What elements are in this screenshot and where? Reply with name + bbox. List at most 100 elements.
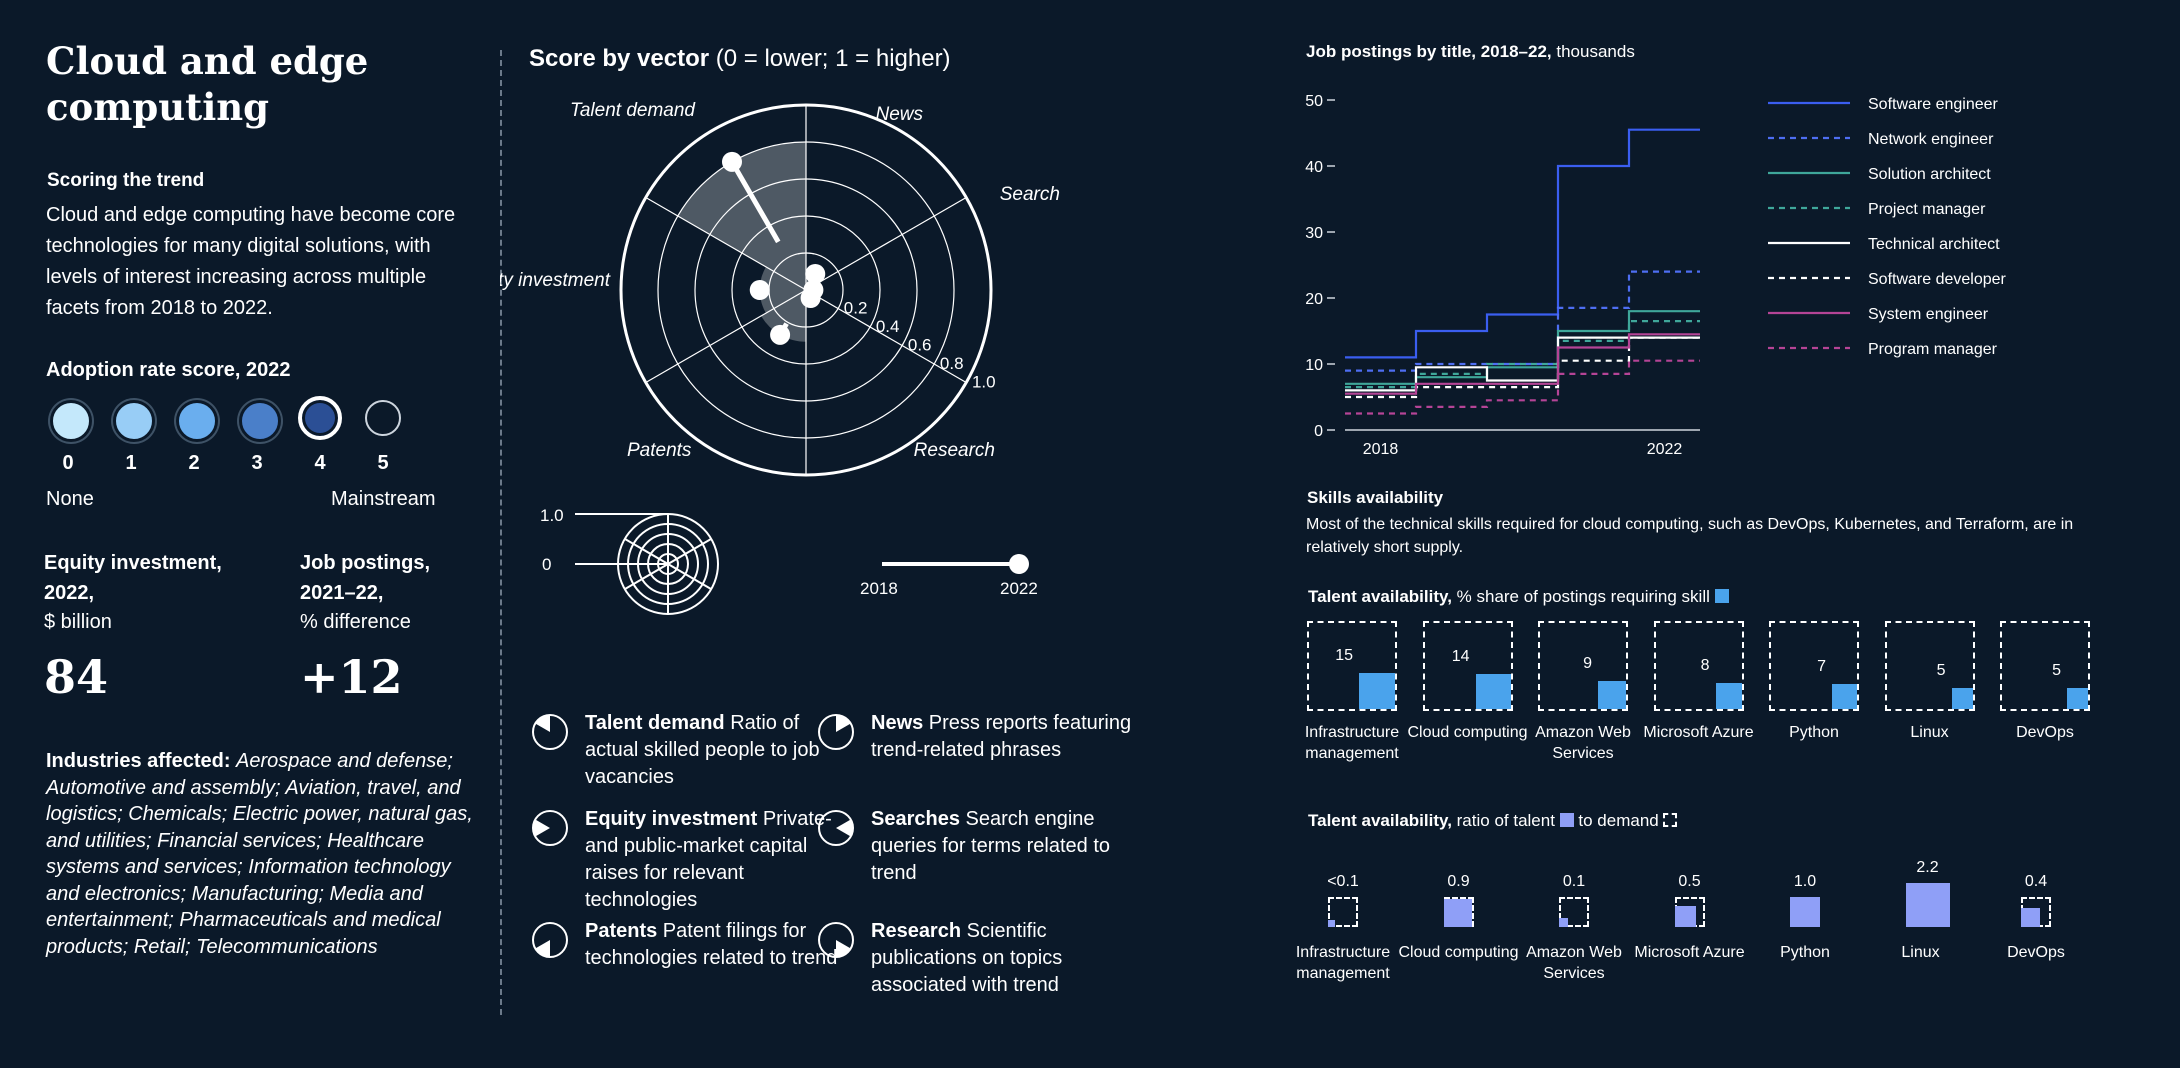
legend-icon-3: [818, 810, 854, 846]
ratio-label-5: Linux: [1901, 944, 1940, 961]
ratio-label-4: Python: [1780, 944, 1830, 961]
jobs-legend-label-5: Software developer: [1868, 271, 2007, 288]
ratio-fill-2: [1559, 918, 1568, 927]
key-time-end: 2022: [1000, 579, 1038, 598]
adoption-max-label: Mainstream: [331, 488, 436, 510]
radar-ring-label-1: 0.2: [844, 299, 868, 318]
adoption-num-0: 0: [62, 452, 74, 474]
adoption-min-label: None: [46, 488, 94, 510]
ratio-demand-box-2: [1559, 897, 1589, 927]
share-label-6: DevOps: [2016, 724, 2074, 741]
legend-icon-4: [532, 922, 568, 958]
radar-sector-0: [677, 142, 806, 290]
job-postings-chart: 0 10 20 30 40 50 2018 2022 Software engineer Netw…: [1305, 93, 2007, 458]
jobs-series-7: [1345, 359, 1700, 415]
ratio-label-6: DevOps: [2007, 944, 2065, 961]
industries-label: Industries affected:: [46, 750, 231, 772]
adoption-num-2: 2: [188, 452, 200, 474]
jobs-legend-label-0: Software engineer: [1868, 96, 1999, 113]
jobs-legend-label-6: System engineer: [1868, 306, 1989, 323]
equity-value: 84: [44, 650, 109, 704]
jobs-legend-label-2: Solution architect: [1868, 166, 1991, 183]
share-box-1: [1422, 621, 1513, 711]
ratio-fill-4: [1790, 897, 1820, 927]
adoption-dot-5: [365, 400, 401, 436]
adoption-dot-1: [113, 400, 155, 442]
ratio-title: Talent availability, ratio of talent to …: [1308, 811, 1678, 831]
share-value-0: 15: [1335, 647, 1353, 664]
adoption-num-4: 4: [314, 452, 326, 474]
legend-text-3: Searches Search engine queries for terms…: [871, 808, 1110, 884]
share-box-0: [1307, 621, 1397, 711]
share-fill-6: [2067, 688, 2088, 709]
jobs-legend-label-3: Project manager: [1868, 201, 1986, 218]
jobs-heading: Job postings, 2021–22,: [300, 552, 430, 604]
ratio-label-3: Microsoft Azure: [1634, 944, 1745, 961]
ratio-fill-5: [1905, 883, 1950, 927]
ratio-label-2: Amazon Web Services: [1526, 944, 1622, 982]
jobs-series-0: [1345, 128, 1700, 359]
ratio-value-1: 0.9: [1447, 873, 1470, 890]
adoption-num-5: 5: [377, 452, 389, 474]
legend-icon-1: [818, 714, 854, 750]
share-value-1: 14: [1451, 648, 1470, 665]
share-fill-0: [1359, 673, 1395, 709]
industries-affected: Industries affected: Aerospace and defen…: [46, 748, 476, 960]
adoption-scale: 0 1 2 3 4 5: [50, 396, 450, 480]
page-title: Cloud and edge computing: [46, 39, 369, 129]
jobs-y-label-4: 40: [1305, 159, 1323, 176]
scoring-heading: Scoring the trend: [47, 170, 205, 191]
radar-axis-label-0: Talent demand: [570, 100, 696, 121]
adoption-num-3: 3: [251, 452, 263, 474]
radar-axis-label-5: Equity investment: [500, 270, 611, 291]
share-legend-swatch: [1714, 589, 1729, 603]
legend-icon-0: [532, 714, 568, 750]
jobs-legend-label-7: Program manager: [1868, 341, 1998, 358]
legend-text-2: Equity investment Private- and public-ma…: [585, 808, 832, 911]
radar-spoke-1: [805, 196, 967, 291]
share-box-6: [2000, 621, 2090, 711]
radar-title: Score by vector (0 = lower; 1 = higher): [529, 45, 951, 72]
key-time-start: 2018: [860, 579, 898, 598]
legend-icon-5: [818, 922, 854, 958]
share-fill-5: [1951, 688, 1973, 709]
share-label-5: Linux: [1910, 724, 1949, 741]
radar-axis-label-2: Searches: [1000, 184, 1060, 205]
radar-key: 1.0 0 2018 2022: [540, 506, 1038, 615]
share-value-3: 8: [1700, 657, 1710, 674]
radar-grid: [619, 103, 993, 477]
adoption-num-1: 1: [125, 452, 137, 474]
ratio-demand-swatch: [1663, 813, 1678, 827]
radar-point-2022-5: [749, 280, 770, 300]
radar-axis-label-4: Patents: [627, 440, 692, 461]
equity-heading: Equity investment, 2022,: [44, 552, 222, 604]
radar-spoke-2: [805, 289, 967, 384]
radar-ring-label-2: 0.4: [876, 317, 900, 336]
job-postings-title: Job postings by title, 2018–22, thousand…: [1306, 42, 1635, 61]
key-mini-radar: [575, 513, 719, 615]
share-box-2: [1538, 621, 1628, 711]
legend-text-4: Patents Patent filings for technologies …: [585, 920, 838, 969]
share-label-0: Infrastructure management: [1304, 724, 1400, 762]
ratio-value-2: 0.1: [1562, 873, 1586, 890]
key-scale-max: 1.0: [540, 506, 564, 525]
radar-spoke-5: [645, 196, 807, 291]
jobs-y-label-2: 20: [1305, 291, 1323, 308]
legend-text-0: Talent demand Ratio of actual skilled pe…: [585, 712, 820, 788]
radar-ring-label-3: 0.6: [908, 336, 932, 355]
jobs-y-label-1: 10: [1305, 357, 1323, 374]
ratio-value-3: 0.5: [1678, 873, 1701, 890]
jobs-x-label-1: 2022: [1647, 441, 1683, 458]
skills-heading: Skills availability: [1307, 488, 1444, 507]
jobs-legend-label-4: Technical architect: [1868, 236, 2000, 253]
jobs-y-label-0: 0: [1314, 423, 1323, 440]
jobs-legend-label-1: Network engineer: [1868, 131, 1994, 148]
jobs-unit: % difference: [300, 611, 411, 633]
share-fill-1: [1475, 674, 1511, 709]
adoption-heading: Adoption rate score, 2022: [46, 359, 291, 381]
share-title: Talent availability, % share of postings…: [1308, 587, 1729, 607]
radar-ring-label-4: 0.8: [940, 354, 964, 373]
jobs-value: +12: [300, 650, 403, 704]
industries-list: Aerospace and defense; Automotive and as…: [46, 750, 473, 958]
share-label-1: Cloud computing: [1407, 724, 1528, 741]
